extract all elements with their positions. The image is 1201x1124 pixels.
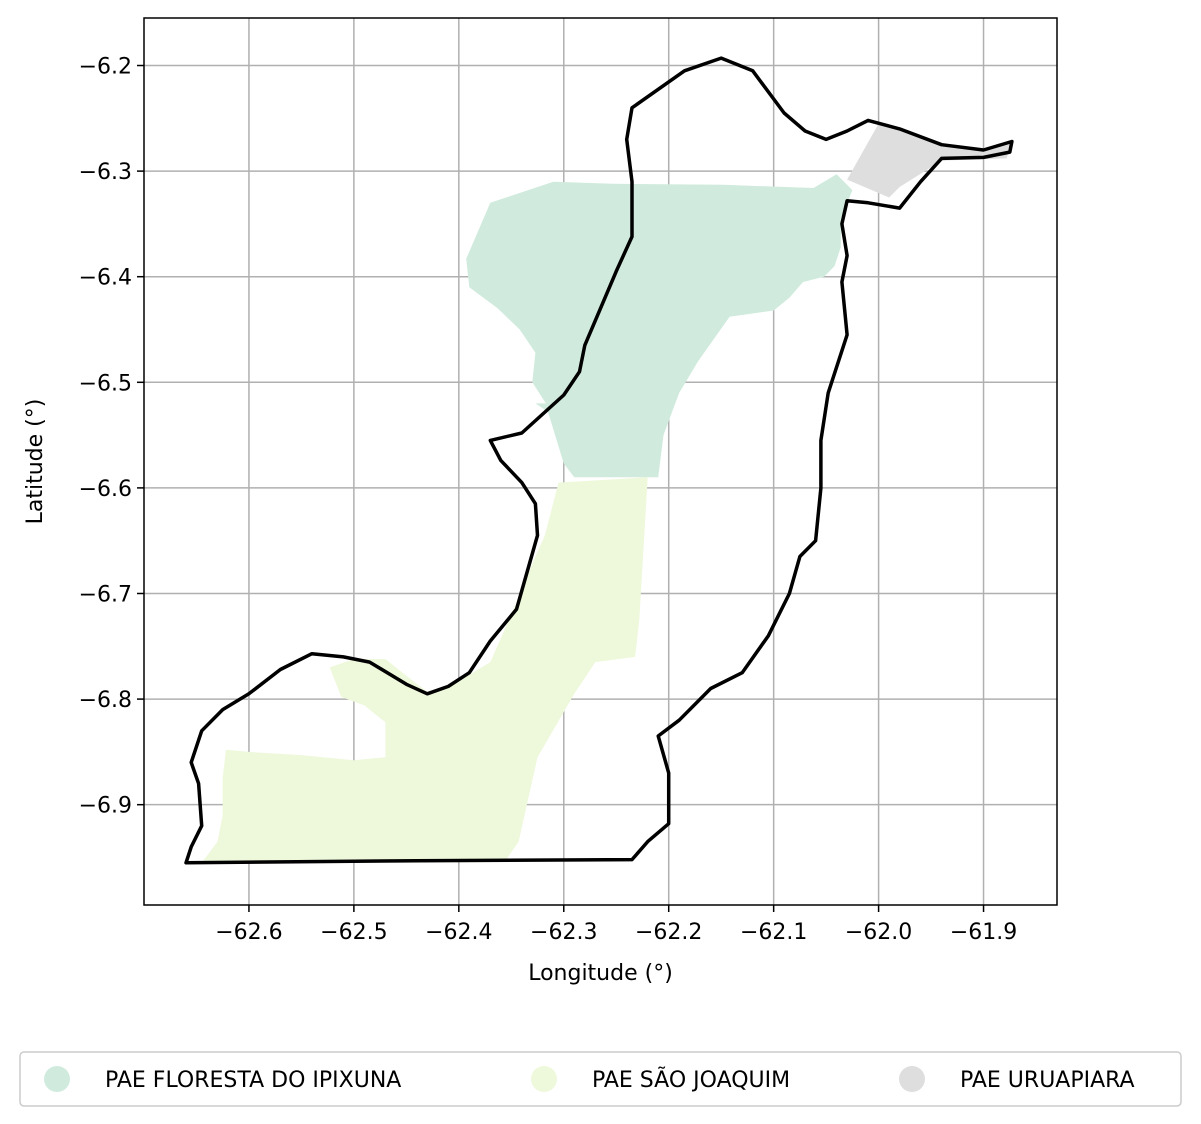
- x-tick-label: −61.9: [950, 920, 1017, 945]
- y-tick-label: −6.2: [79, 55, 132, 80]
- y-tick-label: −6.9: [79, 794, 132, 819]
- x-tick-label: −62.5: [320, 920, 387, 945]
- y-tick-label: −6.3: [79, 160, 132, 185]
- x-tick-label: −62.1: [740, 920, 807, 945]
- x-tick-label: −62.6: [215, 920, 282, 945]
- x-axis-ticks: −62.6 −62.5 −62.4 −62.3 −62.2 −62.1 −62.0 −61.9: [215, 905, 1017, 945]
- region-0: [466, 174, 853, 478]
- settlement-regions: [201, 123, 1012, 863]
- legend-items: PAE FLORESTA DO IPIXUNA PAE SÃO JOAQUIM PA…: [44, 1066, 1135, 1093]
- x-tick-label: −62.3: [530, 920, 597, 945]
- legend-frame: [19, 1051, 1182, 1107]
- x-tick-label: −62.0: [845, 920, 912, 945]
- y-tick-label: −6.7: [79, 582, 132, 607]
- boundary-polygon: [184, 56, 1014, 865]
- region-1: [201, 477, 648, 863]
- legend: PAE FLORESTA DO IPIXUNA PAE SÃO JOAQUIM PA…: [19, 1051, 1182, 1107]
- plot-area: [143, 17, 1058, 906]
- region-2: [847, 123, 1012, 198]
- legend-marker: [531, 1066, 557, 1092]
- boundary-outline: [184, 56, 1014, 865]
- y-axis-label: Latitude (°): [23, 399, 48, 525]
- y-tick-label: −6.6: [79, 477, 132, 502]
- legend-label: PAE FLORESTA DO IPIXUNA: [105, 1068, 401, 1093]
- x-axis-label: Longitude (°): [528, 961, 673, 986]
- y-tick-label: −6.8: [79, 688, 132, 713]
- legend-marker: [899, 1066, 925, 1092]
- x-tick-label: −62.4: [425, 920, 492, 945]
- y-tick-label: −6.4: [79, 266, 132, 291]
- y-axis-ticks: −6.2 −6.3 −6.4 −6.5 −6.6 −6.7 −6.8 −6.9: [79, 55, 144, 819]
- plot-frame: [143, 17, 1058, 906]
- legend-marker: [44, 1066, 70, 1092]
- y-tick-label: −6.5: [79, 371, 132, 396]
- legend-label: PAE URUAPIARA: [960, 1068, 1135, 1093]
- x-tick-label: −62.2: [635, 920, 702, 945]
- legend-label: PAE SÃO JOAQUIM: [592, 1066, 790, 1093]
